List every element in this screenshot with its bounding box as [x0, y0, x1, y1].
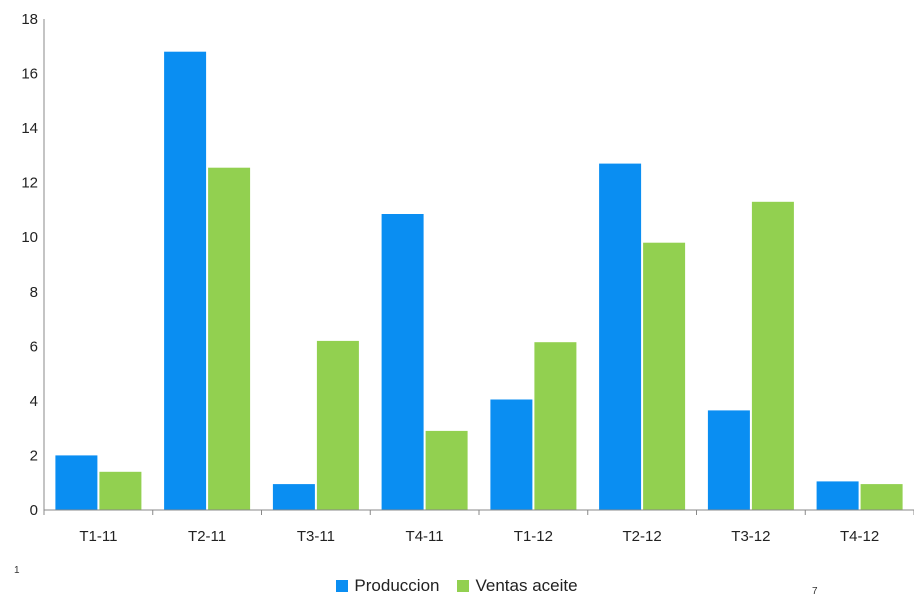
- y-tick-label: 16: [21, 66, 38, 83]
- bar-ventas-aceite-t4-12: [860, 484, 903, 510]
- bar-ventas-aceite-t2-12: [643, 242, 686, 510]
- y-tick-label: 14: [21, 120, 38, 137]
- legend-item-ventas-aceite: Ventas aceite: [457, 576, 578, 596]
- x-tick-label: T1-12: [514, 528, 553, 545]
- bar-ventas-aceite-t1-12: [534, 342, 577, 510]
- y-tick-label: 12: [21, 175, 38, 192]
- y-tick-label: 8: [30, 284, 38, 301]
- bar-produccion-t3-12: [707, 410, 750, 510]
- y-axis-tick-labels: 0 2 4 6 8 10 12 14 16 18: [21, 11, 38, 519]
- legend-swatch-produccion: [336, 580, 349, 592]
- bar-produccion-t1-12: [490, 399, 533, 510]
- x-tick-label: T2-12: [623, 528, 662, 545]
- bar-ventas-aceite-t4-11: [425, 430, 468, 510]
- bar-ventas-aceite-t3-11: [316, 340, 359, 510]
- x-tick-label: T4-12: [840, 528, 879, 545]
- bar-ventas-aceite-t1-11: [99, 471, 142, 510]
- bar-marks: [55, 51, 903, 511]
- chart-legend: Produccion Ventas aceite: [0, 574, 914, 598]
- y-tick-label: 6: [30, 338, 38, 355]
- y-tick-label: 0: [30, 502, 38, 519]
- x-tick-label: T2-11: [188, 528, 226, 545]
- bar-produccion-t2-11: [164, 51, 207, 510]
- bar-ventas-aceite-t2-11: [208, 167, 251, 510]
- footnote-mark-left: 1: [14, 565, 20, 576]
- legend-swatch-ventas-aceite: [457, 580, 470, 592]
- legend-item-produccion: Produccion: [336, 576, 439, 596]
- y-tick-label: 18: [21, 11, 38, 28]
- footnote-mark-right: 7: [812, 586, 818, 597]
- x-axis-tick-labels: T1-11 T2-11 T3-11 T4-11 T1-12 T2-12 T3-12 T4-12: [79, 528, 879, 545]
- x-tick-label: T4-11: [406, 528, 444, 545]
- x-axis-ticks: [43, 510, 914, 515]
- y-tick-label: 2: [30, 447, 38, 464]
- bar-produccion-t3-11: [272, 484, 315, 510]
- legend-label-ventas-aceite: Ventas aceite: [475, 576, 578, 595]
- x-tick-label: T3-11: [297, 528, 335, 545]
- x-tick-label: T1-11: [79, 528, 117, 545]
- bar-produccion-t2-12: [599, 163, 642, 510]
- bar-produccion-t1-11: [55, 455, 98, 510]
- legend-label-produccion: Produccion: [354, 576, 440, 595]
- bar-produccion-t4-11: [381, 214, 424, 510]
- y-tick-label: 4: [30, 393, 38, 410]
- bar-ventas-aceite-t3-12: [751, 201, 794, 511]
- x-tick-label: T3-12: [731, 528, 770, 545]
- y-tick-label: 10: [21, 229, 38, 246]
- bar-produccion-t4-12: [816, 481, 859, 510]
